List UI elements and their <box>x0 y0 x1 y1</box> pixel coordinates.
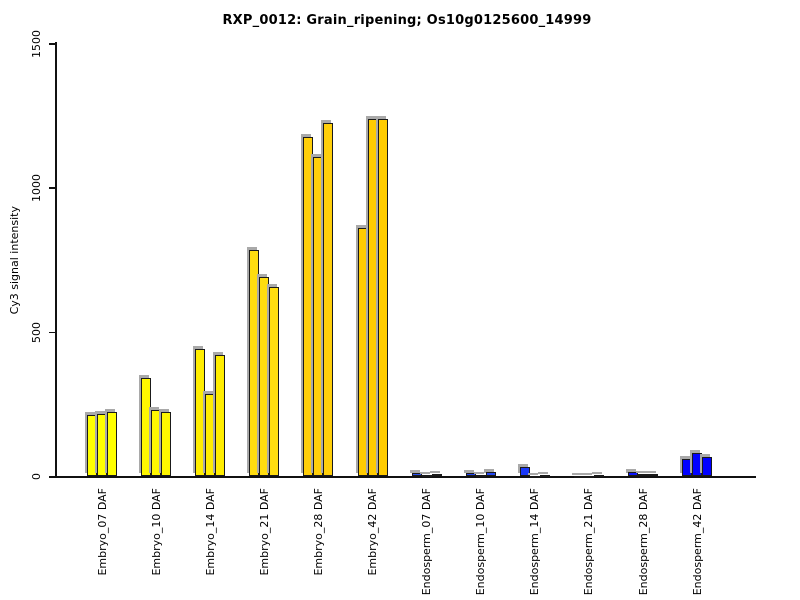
bar <box>573 475 584 478</box>
x-category-label: Embryo_28 DAF <box>310 488 326 576</box>
x-category-label: Embryo_42 DAF <box>365 488 381 576</box>
bar <box>475 475 486 478</box>
x-category-label: Embryo_14 DAF <box>202 488 218 576</box>
x-category-label: Endosperm_21 DAF <box>581 488 597 595</box>
bar <box>303 137 314 477</box>
y-axis-title-text: Cy3 signal intensity <box>7 205 21 315</box>
bar <box>593 474 604 477</box>
bar <box>205 393 216 477</box>
y-tick-label: 0 <box>28 437 44 517</box>
bar <box>529 475 540 478</box>
bar <box>323 123 334 477</box>
y-axis-title: Cy3 signal intensity <box>6 160 22 360</box>
x-axis-line <box>55 476 756 478</box>
y-tick-label-text: 1500 <box>29 29 43 58</box>
bar <box>259 276 270 477</box>
x-category-label-text: Endosperm_21 DAF <box>582 488 596 596</box>
bar <box>215 354 226 477</box>
bar <box>151 409 162 477</box>
x-category-label-text: Embryo_14 DAF <box>203 488 217 576</box>
x-category-label: Endosperm_07 DAF <box>419 488 435 595</box>
bar <box>648 473 658 477</box>
bar <box>313 156 324 477</box>
x-category-label-text: Embryo_10 DAF <box>149 488 163 576</box>
bar <box>583 475 594 478</box>
y-axis-line <box>55 42 57 478</box>
bar <box>161 411 172 477</box>
bar <box>141 377 152 477</box>
bar <box>692 453 703 477</box>
x-category-label-text: Embryo_28 DAF <box>311 488 325 576</box>
x-category-label-text: Embryo_07 DAF <box>95 488 109 576</box>
x-category-label: Embryo_10 DAF <box>148 488 164 576</box>
y-tick-label: 500 <box>28 292 44 372</box>
bar <box>465 473 476 477</box>
y-tick <box>49 476 56 478</box>
y-tick-label: 1000 <box>28 148 44 228</box>
bar <box>269 286 280 477</box>
bar <box>97 413 107 477</box>
bar <box>682 459 693 477</box>
x-category-label-text: Endosperm_10 DAF <box>474 488 488 596</box>
bar <box>411 473 422 477</box>
bar <box>519 466 530 477</box>
bar <box>249 250 260 477</box>
bar <box>485 471 496 477</box>
x-category-label-text: Endosperm_07 DAF <box>420 488 434 596</box>
y-tick-label-text: 1000 <box>29 173 43 202</box>
bar <box>431 473 442 477</box>
bar <box>195 348 206 477</box>
y-tick <box>49 43 56 45</box>
bar <box>87 415 97 477</box>
bar <box>638 473 648 477</box>
y-tick <box>49 331 56 334</box>
y-tick-label-text: 0 <box>29 473 43 480</box>
y-tick-label: 1500 <box>28 4 44 84</box>
x-category-label: Embryo_21 DAF <box>256 488 272 576</box>
bar <box>107 411 117 477</box>
bar <box>702 456 713 477</box>
x-category-label-text: Endosperm_28 DAF <box>636 488 650 596</box>
x-category-label: Embryo_07 DAF <box>94 488 110 576</box>
x-category-label: Endosperm_10 DAF <box>473 488 489 595</box>
x-category-label: Endosperm_42 DAF <box>689 488 705 595</box>
y-tick-label-text: 500 <box>29 321 43 343</box>
bar <box>367 119 378 477</box>
chart-title: RXP_0012: Grain_ripening; Os10g0125600_1… <box>222 13 592 28</box>
x-category-label-text: Endosperm_14 DAF <box>528 488 542 596</box>
bar <box>357 228 368 477</box>
bar <box>539 474 550 477</box>
bar <box>377 119 388 477</box>
bar <box>421 475 432 478</box>
bar <box>628 472 638 477</box>
x-category-label-text: Embryo_42 DAF <box>366 488 379 576</box>
x-category-label: Endosperm_28 DAF <box>635 488 651 595</box>
x-category-label-text: Embryo_21 DAF <box>257 488 271 576</box>
x-category-label-text: Endosperm_42 DAF <box>690 488 704 596</box>
y-tick <box>49 187 56 189</box>
x-category-label: Endosperm_14 DAF <box>527 488 543 595</box>
